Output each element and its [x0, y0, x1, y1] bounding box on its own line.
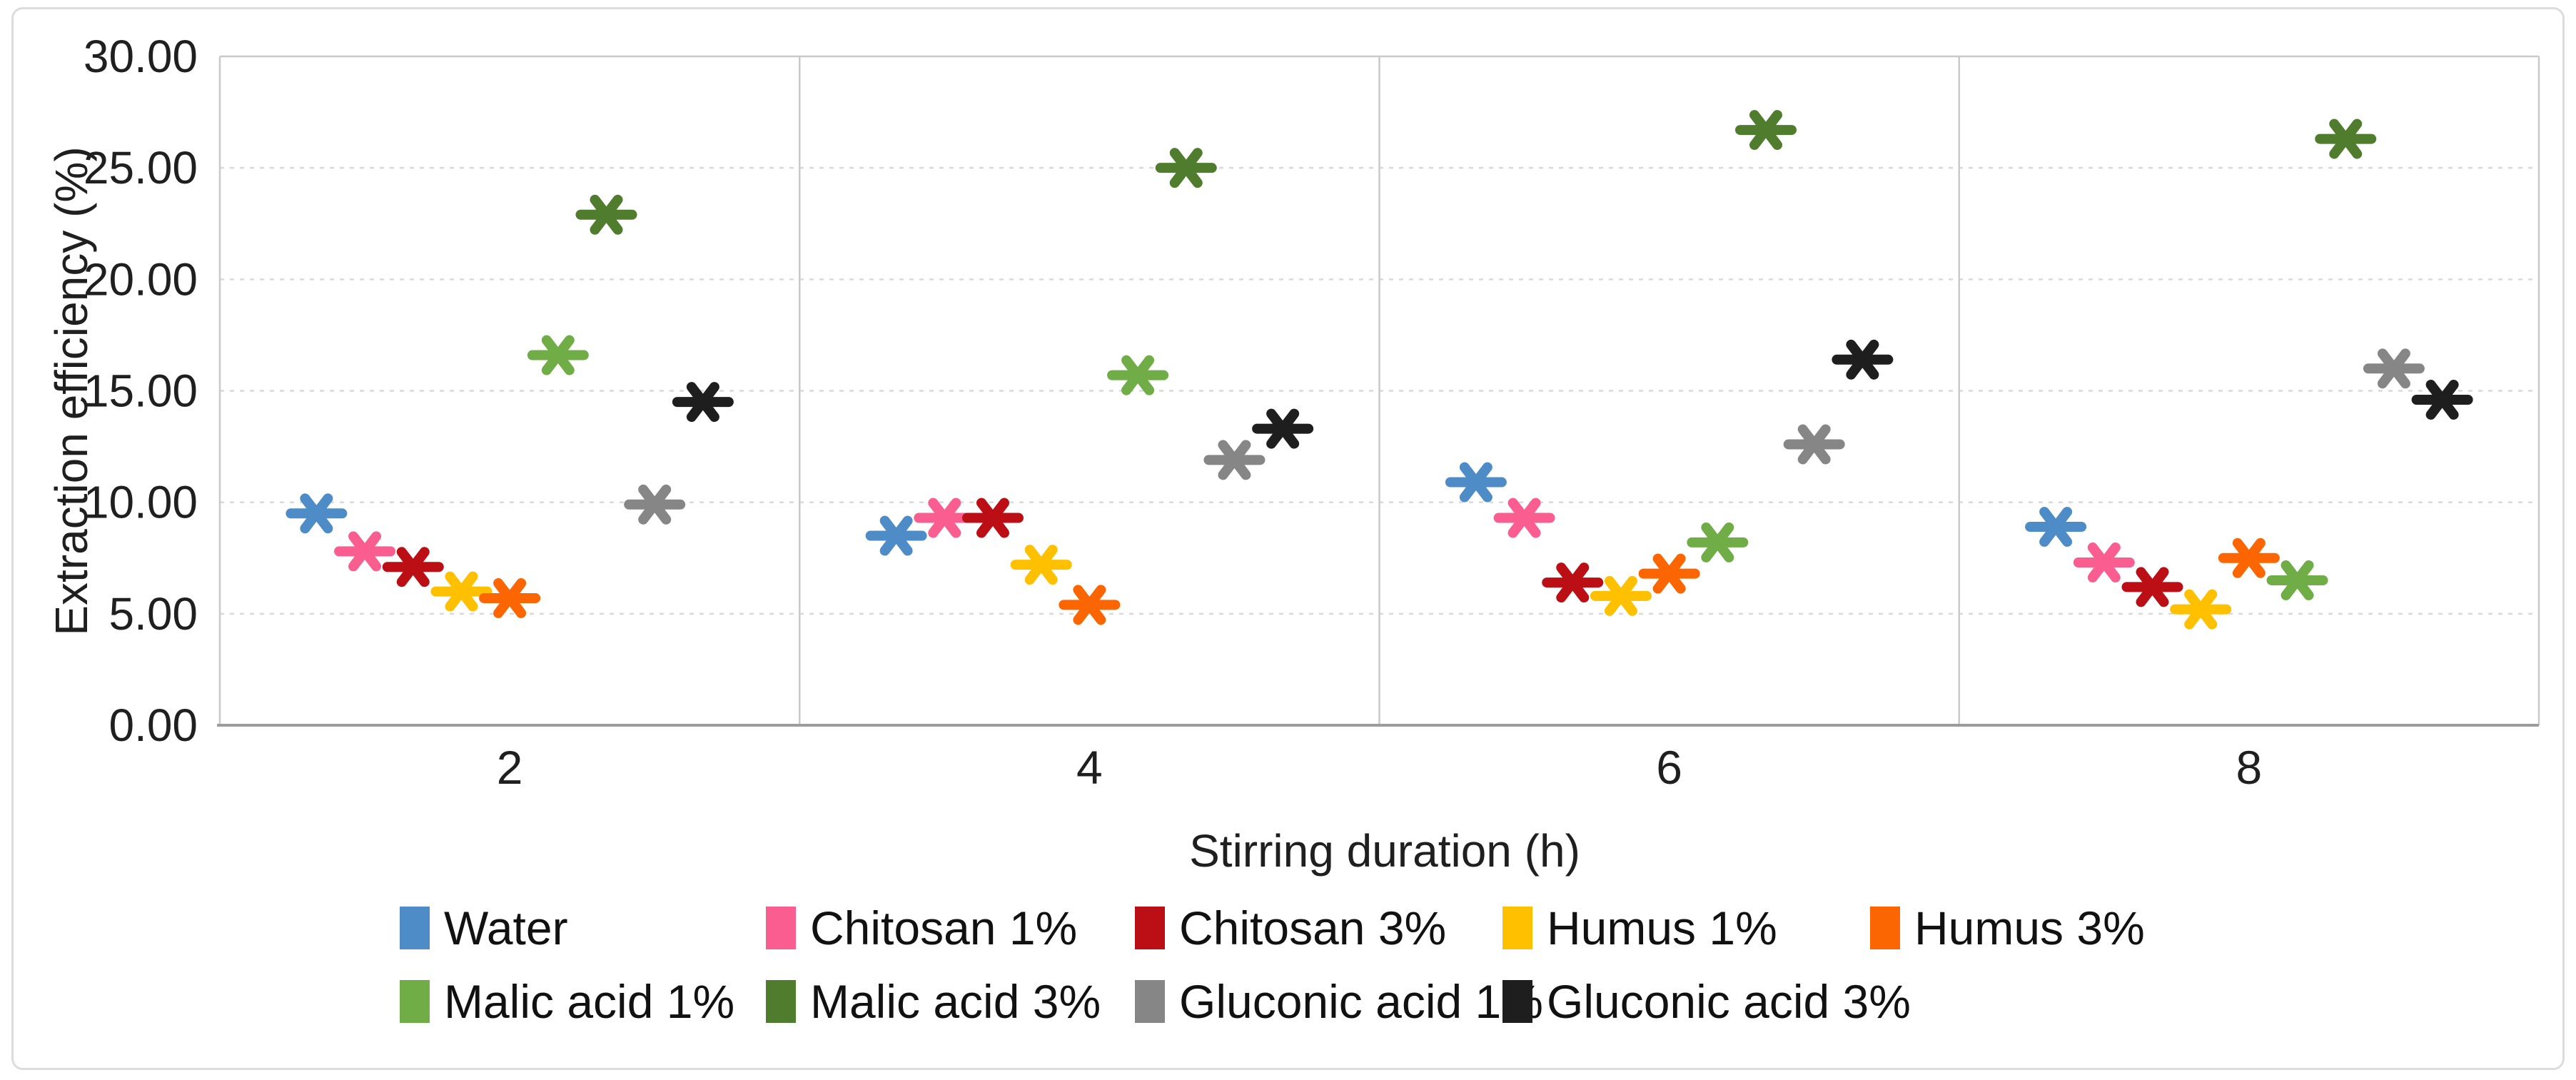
legend-label-malic-acid-1: Malic acid 1% [444, 975, 735, 1028]
legend-item-water: Water [400, 902, 568, 954]
y-tick-label-5.00: 5.00 [108, 588, 198, 640]
legend-swatch-malic-acid-1 [400, 980, 430, 1023]
marker-gluconic-acid-1-x2 [624, 484, 686, 525]
y-tick-label-30.00: 30.00 [84, 31, 198, 82]
marker-chitosan-3-x4 [962, 498, 1024, 538]
marker-chitosan-3-x2 [382, 547, 444, 587]
legend-label-humus-1: Humus 1% [1547, 902, 1777, 954]
marker-malic-acid-3-x6 [1735, 110, 1797, 151]
marker-humus-1-x4 [1010, 545, 1072, 585]
marker-water-x2 [286, 493, 348, 534]
marker-water-x8 [2025, 507, 2087, 547]
marker-humus-1-x2 [430, 571, 493, 612]
y-tick-label-25.00: 25.00 [84, 142, 198, 193]
x-axis-title: Stirring duration (h) [1189, 825, 1580, 877]
legend-swatch-chitosan-3 [1135, 907, 1165, 949]
marker-water-x4 [865, 515, 927, 556]
marker-chitosan-3-x8 [2121, 567, 2183, 607]
legend-item-chitosan-1: Chitosan 1% [766, 902, 1078, 954]
marker-humus-3-x2 [479, 577, 541, 618]
y-tick-label-20.00: 20.00 [84, 253, 198, 305]
marker-gluconic-acid-3-x6 [1832, 339, 1894, 380]
legend-item-humus-3: Humus 3% [1870, 902, 2145, 954]
marker-chitosan-1-x2 [334, 531, 396, 572]
marker-chitosan-1-x8 [2073, 542, 2135, 582]
marker-chitosan-3-x6 [1542, 562, 1604, 603]
legend-item-gluconic-acid-1: Gluconic acid 1% [1135, 975, 1543, 1028]
legend-swatch-malic-acid-3 [766, 980, 796, 1023]
marker-malic-acid-1-x8 [2266, 560, 2328, 600]
legend-swatch-chitosan-1 [766, 907, 796, 949]
marker-gluconic-acid-1-x4 [1203, 440, 1266, 480]
figure-border [11, 7, 2565, 1070]
marker-malic-acid-1-x6 [1687, 522, 1749, 562]
legend-label-chitosan-3: Chitosan 3% [1179, 902, 1447, 954]
y-tick-label-10.00: 10.00 [84, 477, 198, 528]
y-axis-title: Extraction efficiency (%) [46, 146, 97, 636]
legend-item-malic-acid-1: Malic acid 1% [400, 975, 734, 1028]
legend-swatch-water [400, 907, 430, 949]
x-category-label-8: 8 [2236, 741, 2263, 794]
marker-malic-acid-1-x4 [1107, 355, 1169, 395]
marker-humus-3-x8 [2218, 538, 2280, 578]
marker-gluconic-acid-3-x8 [2411, 379, 2473, 420]
legend-label-chitosan-1: Chitosan 1% [810, 902, 1078, 954]
marker-malic-acid-3-x8 [2315, 118, 2377, 159]
marker-humus-3-x6 [1638, 553, 1700, 594]
y-tick-label-0.00: 0.00 [108, 700, 198, 751]
legend-swatch-humus-3 [1870, 907, 1900, 949]
marker-humus-1-x8 [2170, 589, 2232, 630]
marker-chitosan-1-x6 [1493, 498, 1555, 538]
legend-label-gluconic-acid-3: Gluconic acid 3% [1547, 975, 1911, 1028]
x-category-label-6: 6 [1656, 741, 1682, 794]
x-category-label-2: 2 [497, 741, 523, 794]
y-tick-label-15.00: 15.00 [84, 365, 198, 417]
marker-gluconic-acid-1-x8 [2363, 348, 2425, 389]
legend-item-chitosan-3: Chitosan 3% [1135, 902, 1447, 954]
legend-item-gluconic-acid-3: Gluconic acid 3% [1502, 975, 1911, 1028]
legend-label-malic-acid-3: Malic acid 3% [810, 975, 1101, 1028]
legend-item-humus-1: Humus 1% [1502, 902, 1777, 954]
legend-label-humus-3: Humus 3% [1914, 902, 2145, 954]
marker-malic-acid-3-x2 [575, 194, 637, 235]
marker-gluconic-acid-3-x4 [1252, 408, 1314, 449]
legend-item-malic-acid-3: Malic acid 3% [766, 975, 1101, 1028]
legend-label-gluconic-acid-1: Gluconic acid 1% [1179, 975, 1543, 1028]
marker-gluconic-acid-3-x2 [672, 382, 734, 423]
legend-swatch-gluconic-acid-3 [1502, 980, 1532, 1023]
marker-humus-1-x6 [1590, 575, 1652, 616]
x-category-label-4: 4 [1076, 741, 1103, 794]
legend-swatch-gluconic-acid-1 [1135, 980, 1165, 1023]
marker-humus-3-x4 [1059, 585, 1121, 625]
marker-water-x6 [1445, 462, 1507, 503]
legend-swatch-humus-1 [1502, 907, 1532, 949]
marker-malic-acid-3-x4 [1155, 148, 1217, 188]
legend-label-water: Water [444, 902, 568, 954]
marker-chitosan-1-x4 [914, 498, 976, 538]
marker-malic-acid-1-x2 [527, 335, 589, 375]
marker-gluconic-acid-1-x6 [1783, 424, 1845, 465]
